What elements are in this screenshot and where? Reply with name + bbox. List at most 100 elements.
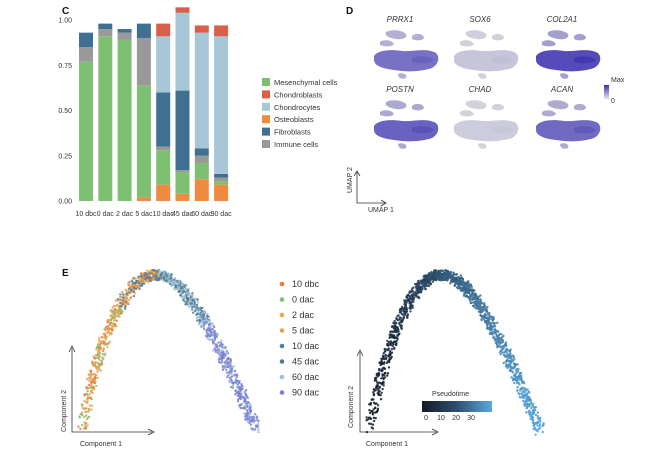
cell-point [375, 379, 378, 382]
cell-point [243, 404, 247, 407]
cell-point [491, 325, 494, 328]
cell-point [523, 400, 526, 403]
cell-point [123, 302, 127, 305]
cell-point [90, 408, 93, 411]
cell-point [201, 321, 204, 325]
cell-point [221, 355, 224, 358]
cell-point [520, 377, 523, 380]
bar-segment [156, 92, 171, 147]
cell-point [96, 376, 99, 380]
cell-point [166, 281, 170, 284]
cell-point [489, 322, 492, 325]
pseudotime-tick: 10 [437, 415, 445, 422]
cell-point [252, 417, 255, 420]
cell-point [249, 409, 252, 412]
cell-point [250, 427, 253, 430]
cell-point [232, 365, 236, 368]
bar-segment [194, 155, 209, 163]
cell-point [188, 299, 191, 302]
bar-segment [136, 197, 151, 201]
cell-point [369, 417, 373, 421]
cell-point [428, 274, 432, 277]
cell-point [210, 333, 213, 337]
legend-label: 45 dac [292, 357, 320, 367]
cell-point [181, 283, 185, 287]
cell-point [390, 330, 393, 333]
cell-point [147, 273, 151, 277]
cell-point [459, 282, 462, 286]
cell-point [456, 283, 460, 286]
cell-point [116, 297, 120, 301]
component1-label-right: Component 1 [366, 441, 408, 448]
cell-point [513, 365, 517, 368]
cell-point [191, 292, 194, 295]
cell-point [528, 411, 531, 414]
cell-point [244, 392, 248, 396]
cell-point [399, 316, 403, 320]
bar-segment [156, 36, 171, 93]
cell-point [424, 277, 428, 280]
legend-swatch [262, 115, 270, 124]
cell-point [541, 430, 544, 434]
cell-point [382, 382, 385, 385]
cell-point [474, 298, 477, 301]
cell-point [529, 406, 533, 410]
cell-point [521, 381, 524, 385]
cell-point [493, 337, 496, 341]
cell-point [88, 404, 91, 407]
cell-point [379, 381, 382, 385]
cell-point [525, 411, 528, 414]
cell-point [96, 370, 99, 374]
cell-point [87, 383, 91, 387]
gene-label: COL2A1 [547, 15, 578, 24]
cell-point [242, 395, 246, 399]
cell-point [437, 269, 440, 273]
cell-point [86, 399, 89, 403]
cell-point [102, 347, 105, 350]
cell-point [420, 281, 424, 284]
x-tick-label: 60 dac [191, 211, 213, 218]
bar-segment [117, 29, 132, 33]
cell-point [199, 306, 203, 309]
cell-point [98, 336, 101, 340]
cell-point [521, 393, 524, 396]
bar-segment [117, 39, 132, 201]
cell-point [213, 346, 217, 349]
bar-segment [136, 23, 151, 39]
cell-point [183, 296, 186, 299]
cell-point [458, 286, 462, 290]
cell-point [223, 361, 227, 364]
cell-point [238, 380, 241, 383]
cell-point [87, 409, 91, 412]
bar-segment [79, 61, 93, 201]
cell-point [92, 362, 95, 365]
cell-point [372, 401, 376, 405]
cell-point [365, 416, 368, 419]
cell-point [525, 407, 528, 410]
cell-point [245, 402, 249, 405]
cell-point [103, 335, 107, 338]
cell-point [449, 271, 452, 275]
legend-label: Mesenchymal cells [274, 78, 338, 87]
cell-point [203, 316, 207, 319]
cell-point [190, 302, 193, 305]
legend-label: 10 dbc [292, 279, 320, 289]
cell-point [198, 321, 201, 324]
cell-point [91, 360, 94, 363]
cell-point [409, 310, 412, 313]
bar-segment [175, 193, 190, 201]
cell-point [493, 321, 496, 325]
cell-point [129, 296, 133, 299]
cell-point [371, 413, 375, 416]
cell-point [208, 319, 212, 323]
cell-point [464, 292, 467, 295]
cell-point [90, 382, 93, 386]
cell-point [497, 336, 500, 340]
cell-point [124, 295, 127, 298]
cell-point [178, 280, 181, 283]
cell-point [432, 269, 436, 273]
cell-point [382, 362, 386, 365]
cell-point [529, 417, 532, 421]
cell-point [207, 315, 210, 318]
cell-point [151, 271, 155, 274]
